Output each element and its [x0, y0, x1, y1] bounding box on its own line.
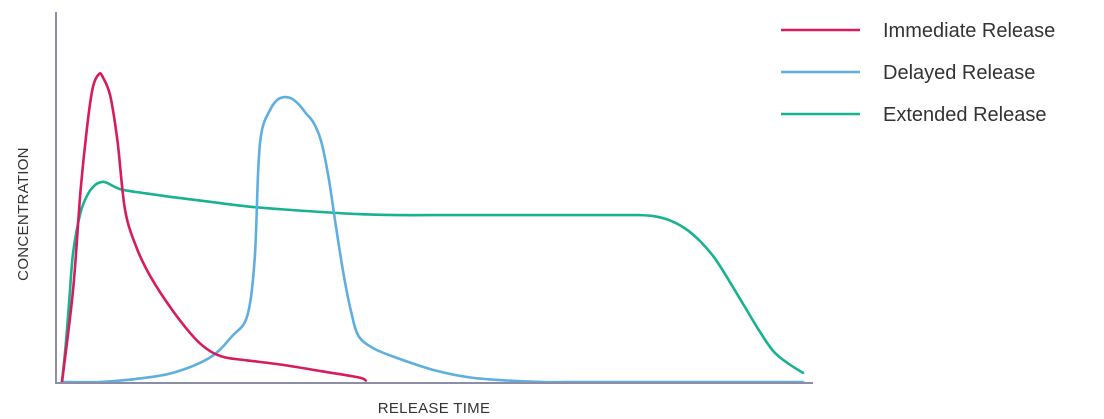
legend-label-delayed-release: Delayed Release [883, 62, 1035, 84]
legend-label-immediate-release: Immediate Release [883, 20, 1055, 42]
series-line-extended-release [60, 180, 805, 384]
legend: Immediate Release Delayed Release Extended… [781, 20, 1055, 126]
legend-label-extended-release: Extended Release [883, 104, 1046, 126]
series-line-immediate-release [60, 72, 368, 384]
plot-area [60, 72, 805, 384]
series-line-delayed-release [60, 95, 805, 384]
y-axis-label: CONCENTRATION [15, 147, 32, 281]
x-axis-label: RELEASE TIME [378, 400, 491, 417]
